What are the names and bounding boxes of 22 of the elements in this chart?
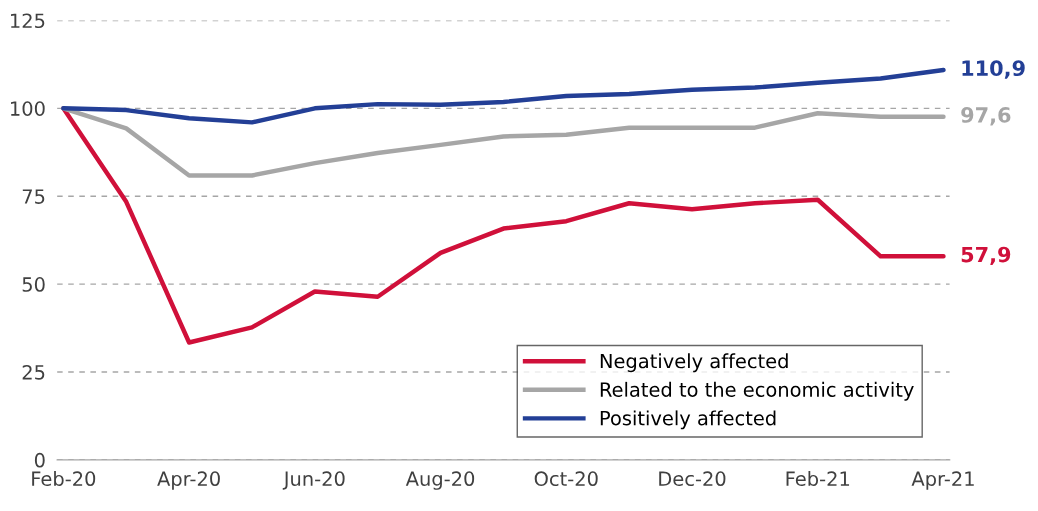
- y-tick-label: 100: [11, 101, 45, 116]
- data-label: 97,6: [961, 107, 1011, 126]
- y-tick-label: 25: [22, 364, 45, 380]
- legend-label: Negatively affected: [600, 353, 788, 373]
- x-tick-label: Aug-20: [405, 471, 475, 490]
- x-tick-label: Feb-21: [786, 471, 850, 487]
- x-tick-label: Jun-20: [282, 471, 345, 490]
- x-tick-label: Feb-20: [32, 471, 96, 487]
- data-label: 110,9: [962, 60, 1025, 79]
- x-tick-label: Dec-20: [659, 471, 726, 487]
- x-tick-label: Apr-20: [157, 471, 220, 490]
- y-tick-label: 75: [22, 189, 45, 204]
- legend-label: Related to the economic activity: [600, 381, 914, 401]
- x-tick-label: Oct-20: [534, 471, 598, 487]
- line-series: [61, 67, 946, 125]
- y-tick-label: 125: [11, 13, 45, 29]
- legend-label: Positively affected: [600, 410, 776, 430]
- x-tick-label: Apr-21: [911, 471, 974, 490]
- data-label: 57,9: [961, 246, 1011, 266]
- y-tick-label: 0: [34, 452, 45, 468]
- line-series: [61, 106, 946, 178]
- y-tick-label: 50: [22, 277, 45, 292]
